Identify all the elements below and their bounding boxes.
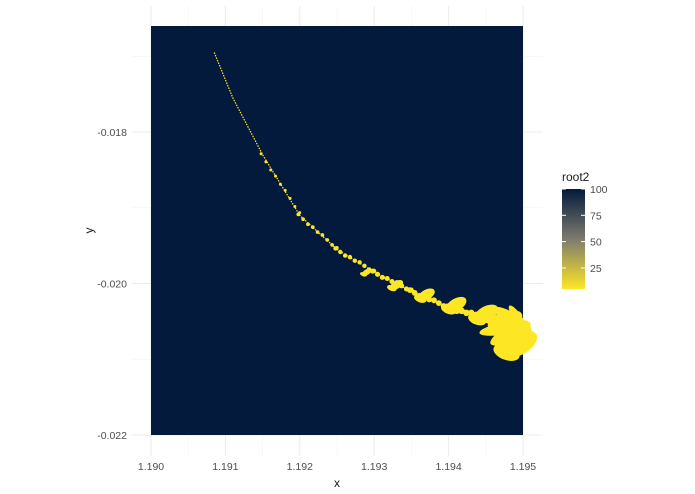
- y-tick-labels: -0.018 -0.020 -0.022: [97, 127, 127, 442]
- fractal-dot: [374, 271, 381, 277]
- y-axis-title: y: [82, 228, 96, 234]
- legend-tick-label: 25: [590, 263, 602, 275]
- fractal-dot: [379, 274, 385, 280]
- x-axis-title: x: [334, 476, 340, 490]
- fractal-dot: [325, 238, 330, 242]
- fractal-dot: [435, 300, 442, 307]
- fractal-dot: [407, 287, 413, 293]
- fractal-dot: [411, 290, 418, 296]
- fractal-blob: [359, 272, 367, 277]
- fractal-dot: [315, 230, 320, 234]
- y-tick-label: -0.018: [97, 127, 127, 139]
- legend-title: root2: [562, 170, 590, 184]
- fractal-dot: [362, 263, 367, 269]
- x-tick-label: 1.194: [435, 461, 461, 473]
- fractal-dot: [274, 174, 278, 178]
- fractal-dot: [370, 268, 376, 274]
- fractal-dot: [293, 205, 297, 209]
- x-tick-label: 1.191: [212, 461, 238, 473]
- fractal-dot: [330, 243, 334, 247]
- legend: root2 100 75 50 25: [562, 170, 608, 289]
- fractal-dot: [296, 212, 301, 217]
- fractal-blob: [493, 343, 520, 361]
- x-tick-labels: 1.190 1.191 1.192 1.193 1.194 1.195: [138, 461, 536, 473]
- legend-tick-label: 50: [590, 237, 602, 249]
- fractal-dot: [338, 249, 343, 255]
- x-tick-label: 1.190: [138, 461, 164, 473]
- x-tick-label: 1.192: [287, 461, 313, 473]
- fractal-blob: [441, 304, 457, 315]
- fractal-blob: [414, 294, 427, 303]
- fractal-dot: [431, 297, 437, 304]
- fractal-dot: [384, 275, 390, 282]
- fractal-dot: [347, 254, 353, 260]
- fractal-dot: [357, 260, 362, 265]
- fractal-dot: [306, 222, 310, 227]
- fractal-dot: [352, 258, 357, 263]
- fractal-dot: [283, 188, 287, 192]
- x-tick-label: 1.195: [510, 461, 536, 473]
- heatmap-background: [151, 26, 523, 435]
- fractal-dot: [288, 196, 292, 200]
- fractal-dot: [301, 217, 305, 222]
- fractal-dot: [342, 253, 348, 258]
- fractal-dot: [278, 182, 282, 186]
- colorbar: [562, 189, 585, 289]
- fractal-blob: [386, 284, 397, 292]
- legend-tick-label: 100: [590, 184, 608, 196]
- fractal-dot: [320, 233, 325, 237]
- fractal-dot: [269, 168, 273, 172]
- legend-tick-label: 75: [590, 210, 602, 222]
- fractal-dot: [264, 160, 268, 164]
- fractal-blob: [508, 321, 527, 345]
- fractal-dot: [333, 246, 338, 251]
- y-tick-label: -0.020: [97, 279, 127, 291]
- fractal-dot: [259, 152, 263, 156]
- fractal-dot: [310, 225, 315, 229]
- x-tick-label: 1.193: [361, 461, 387, 473]
- fractal-dot: [463, 309, 470, 317]
- legend-tick-labels: 100 75 50 25: [562, 184, 608, 275]
- fractal-region: [213, 52, 538, 361]
- y-tick-label: -0.022: [97, 430, 127, 442]
